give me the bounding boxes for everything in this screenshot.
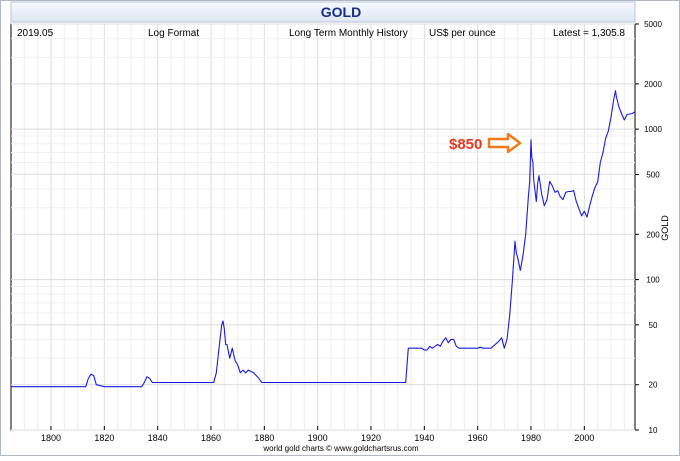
subtitle-date: 2019.05 bbox=[17, 28, 54, 39]
x-tick-label: 1840 bbox=[148, 433, 168, 443]
x-tick-label: 1940 bbox=[414, 433, 434, 443]
y-tick-label: 10 bbox=[649, 426, 658, 435]
footer-credit: world gold charts © www.goldchartsrus.co… bbox=[262, 444, 419, 453]
x-tick-label: 1920 bbox=[361, 433, 381, 443]
y-tick-label: 500 bbox=[646, 170, 660, 179]
subtitle-history: Long Term Monthly History bbox=[289, 28, 408, 39]
y-tick-label: 200 bbox=[646, 230, 660, 239]
x-tick-label: 2000 bbox=[574, 433, 594, 443]
y-tick-label: 5000 bbox=[644, 20, 662, 29]
subtitle-units: US$ per ounce bbox=[429, 28, 496, 39]
peak-annotation-arrow bbox=[487, 132, 522, 154]
subtitle-format: Log Format bbox=[148, 28, 199, 39]
gold-price-series-line bbox=[11, 90, 636, 388]
x-tick-label: 1880 bbox=[254, 433, 274, 443]
title-band bbox=[10, 1, 636, 23]
x-tick-label: 1960 bbox=[468, 433, 488, 443]
y-tick-label: 2000 bbox=[644, 80, 662, 89]
peak-annotation-label: $850 bbox=[449, 136, 482, 153]
x-tick-label: 1800 bbox=[41, 433, 61, 443]
x-tick-label: 1980 bbox=[521, 433, 541, 443]
chart-title: GOLD bbox=[321, 4, 361, 20]
x-tick-label: 1860 bbox=[201, 433, 221, 443]
x-tick-label: 1820 bbox=[94, 433, 114, 443]
subtitle-latest: Latest = 1,305.8 bbox=[553, 28, 625, 39]
y-axis-ticks: 10 20 50 100 200 500 1000 2000 5000 bbox=[635, 20, 662, 435]
y-tick-label: 50 bbox=[649, 321, 658, 330]
y-tick-label: 1000 bbox=[644, 125, 662, 134]
x-tick-label: 1900 bbox=[308, 433, 328, 443]
y-tick-label: 20 bbox=[649, 381, 658, 390]
y-tick-label: 100 bbox=[646, 276, 660, 285]
x-axis-ticks: 1800 1820 1840 1860 1880 1900 1920 1940 1960 1980… bbox=[41, 426, 594, 443]
y-axis-label: GOLD bbox=[660, 215, 670, 241]
